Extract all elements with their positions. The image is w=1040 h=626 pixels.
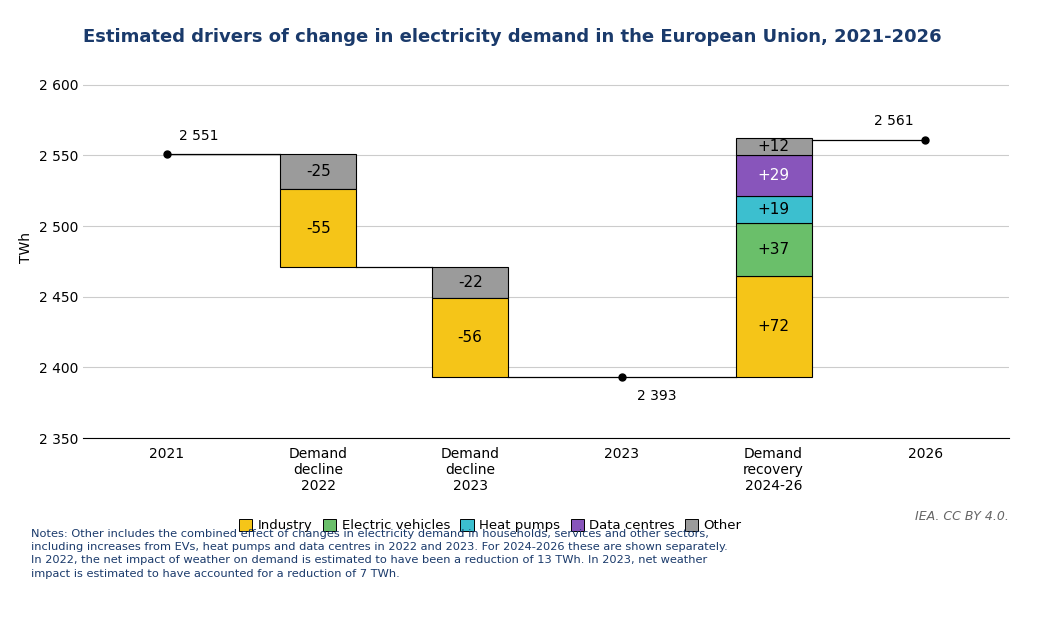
Bar: [433, 267, 509, 298]
Text: -25: -25: [306, 164, 331, 179]
Text: 2 551: 2 551: [179, 128, 218, 143]
Bar: [433, 298, 509, 377]
Text: +72: +72: [757, 319, 789, 334]
Bar: [735, 138, 811, 155]
Text: -22: -22: [458, 275, 483, 290]
Title: Estimated drivers of change in electricity demand in the European Union, 2021-20: Estimated drivers of change in electrici…: [83, 28, 942, 46]
Bar: [735, 155, 811, 197]
Bar: [281, 154, 357, 189]
Text: Notes: Other includes the combined effect of changes in electricity demand in ho: Notes: Other includes the combined effec…: [31, 529, 728, 578]
Bar: [735, 275, 811, 377]
Text: -56: -56: [458, 331, 483, 346]
Y-axis label: TWh: TWh: [20, 232, 33, 263]
Text: +19: +19: [757, 202, 789, 217]
Bar: [735, 223, 811, 275]
Text: 2 561: 2 561: [874, 115, 913, 128]
Bar: [735, 197, 811, 223]
Text: +29: +29: [757, 168, 789, 183]
Text: +12: +12: [757, 140, 789, 155]
Text: -55: -55: [306, 221, 331, 235]
Text: 2 393: 2 393: [638, 389, 677, 403]
Bar: [281, 189, 357, 267]
Text: +37: +37: [757, 242, 789, 257]
Legend: Industry, Electric vehicles, Heat pumps, Data centres, Other: Industry, Electric vehicles, Heat pumps,…: [234, 513, 747, 538]
Text: IEA. CC BY 4.0.: IEA. CC BY 4.0.: [915, 510, 1009, 523]
